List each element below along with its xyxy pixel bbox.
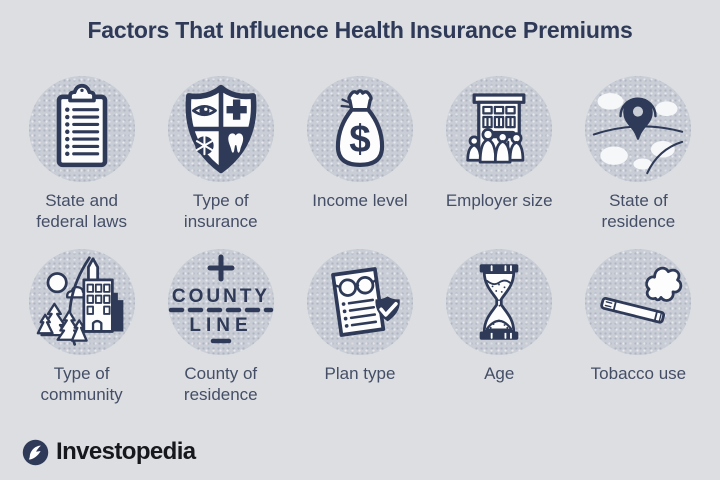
- factor-age: Age: [430, 249, 569, 408]
- dollar-sign-glyph: $: [349, 118, 370, 161]
- factor-plan-type: Plan type: [290, 249, 429, 408]
- factor-label: Type of community: [40, 364, 123, 404]
- factor-income-level: $ Income level: [290, 76, 429, 235]
- line-text: LINE: [189, 315, 252, 336]
- county-line-sign-icon: COUNTY LINE: [167, 249, 274, 355]
- document-shield-check-icon: [306, 249, 413, 355]
- investopedia-logo-icon: [22, 439, 49, 465]
- factor-state-federal-laws: State and federal laws: [12, 76, 151, 235]
- factor-label: Plan type: [324, 364, 396, 383]
- office-building-people-icon: [446, 76, 553, 182]
- factor-county-of-residence: COUNTY LINE County of residence: [151, 249, 290, 408]
- factor-label: State of residence: [601, 191, 676, 231]
- factor-label: Income level: [312, 191, 408, 210]
- hourglass-icon: [446, 249, 553, 355]
- factor-employer-size: Employer size: [430, 76, 569, 235]
- factor-label: Tobacco use: [590, 364, 687, 383]
- factor-row-1: State and federal laws: [0, 76, 720, 235]
- page-title: Factors That Influence Health Insurance …: [87, 17, 633, 43]
- map-pin-icon: [585, 76, 692, 182]
- factor-label: Age: [484, 364, 515, 383]
- factor-tobacco-use: Tobacco use: [569, 249, 708, 408]
- cigarette-smoke-icon: [585, 249, 692, 355]
- factor-type-of-insurance: Type of insurance: [151, 76, 290, 235]
- money-bag-icon: $: [306, 76, 413, 182]
- factor-label: Type of insurance: [183, 191, 258, 231]
- factor-state-of-residence: State of residence: [569, 76, 708, 235]
- investopedia-logo-text: Investopedia: [56, 438, 196, 465]
- factor-label: Employer size: [445, 191, 553, 210]
- clipboard-checklist-icon: [28, 76, 135, 182]
- investopedia-logo: Investopedia: [22, 438, 196, 466]
- insurance-shield-icon: [167, 76, 274, 182]
- factor-label: County of residence: [183, 364, 258, 404]
- community-scene-icon: [28, 249, 135, 355]
- factor-row-2: Type of community COUNTY LINE County of …: [0, 249, 720, 408]
- county-text: COUNTY: [172, 286, 270, 307]
- factor-type-of-community: Type of community: [12, 249, 151, 408]
- factor-label: State and federal laws: [36, 191, 127, 231]
